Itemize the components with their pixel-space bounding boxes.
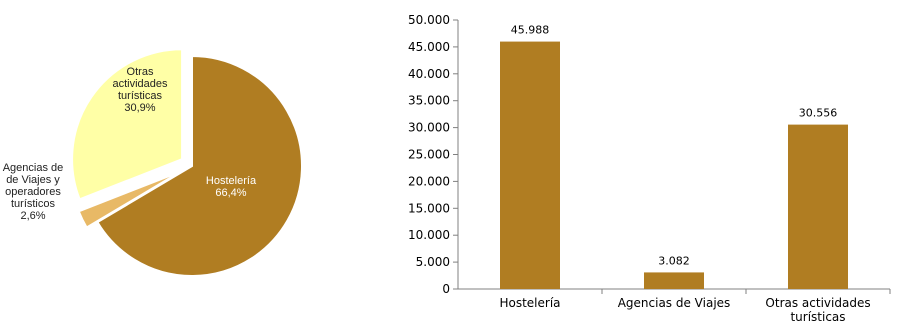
- pie-slice-label-line: actividades: [112, 78, 168, 90]
- y-tick-label: 25.000: [408, 148, 450, 162]
- y-tick-label: 40.000: [408, 67, 450, 81]
- pie-slice-label: Agencias de de Viajes y operadores turístic…: [3, 162, 64, 222]
- bar: [788, 124, 848, 289]
- y-tick-label: 30.000: [408, 121, 450, 135]
- bar-value-label: 45.988: [511, 24, 550, 37]
- pie-chart: Hostelería 66,4% Agencias de de Viajes y ope…: [3, 48, 303, 277]
- y-tick-label: 20.000: [408, 174, 450, 188]
- pie-slice-label-line: de Viajes y: [6, 174, 60, 186]
- y-tick-label: 45.000: [408, 40, 450, 54]
- bar-value-label: 3.082: [658, 254, 690, 267]
- pie-slice: [96, 54, 303, 277]
- x-category-label-line: Hostelería: [499, 296, 560, 310]
- x-category-label: Otras actividades turísticas: [765, 296, 870, 324]
- pie-slice-label: Hostelería 66,4%: [206, 175, 257, 199]
- bar: [500, 41, 560, 289]
- x-category-label-line: turísticas: [790, 310, 845, 324]
- pie-slice-label: Otras actividades turísticas 30,9%: [112, 66, 168, 114]
- pie-slice-label-line: operadores: [5, 186, 61, 198]
- y-tick-label: 15.000: [408, 201, 450, 215]
- bar: [644, 272, 704, 289]
- pie-slice-label-line: 66,4%: [215, 187, 246, 199]
- x-category-label-line: Otras actividades: [765, 296, 870, 310]
- y-tick-label: 5.000: [416, 255, 450, 269]
- pie-slice: [71, 48, 184, 201]
- pie-slice-label-line: Hostelería: [206, 175, 257, 187]
- pie-slice-label-line: 30,9%: [124, 102, 155, 114]
- pie-slice-label-line: Otras: [127, 66, 154, 78]
- y-tick-label: 50.000: [408, 13, 450, 27]
- pie-slice-label-line: turísticos: [11, 198, 56, 210]
- y-tick-label: 10.000: [408, 228, 450, 242]
- x-category-label: Agencias de Viajes: [618, 296, 731, 310]
- bar-value-label: 30.556: [799, 107, 838, 120]
- pie-slice-label-line: turísticas: [118, 90, 163, 102]
- x-category-label: Hostelería: [499, 296, 560, 310]
- y-tick-label: 0: [442, 282, 450, 296]
- y-tick-label: 35.000: [408, 94, 450, 108]
- bar-chart: 0 5.000 10.000 15.000 20.000 25.000 30.000 35.0…: [408, 13, 891, 324]
- pie-slice: [77, 170, 182, 229]
- pie-slice-label-line: 2,6%: [20, 210, 45, 222]
- x-category-label-line: Agencias de Viajes: [618, 296, 731, 310]
- pie-slice-label-line: Agencias de: [3, 162, 64, 174]
